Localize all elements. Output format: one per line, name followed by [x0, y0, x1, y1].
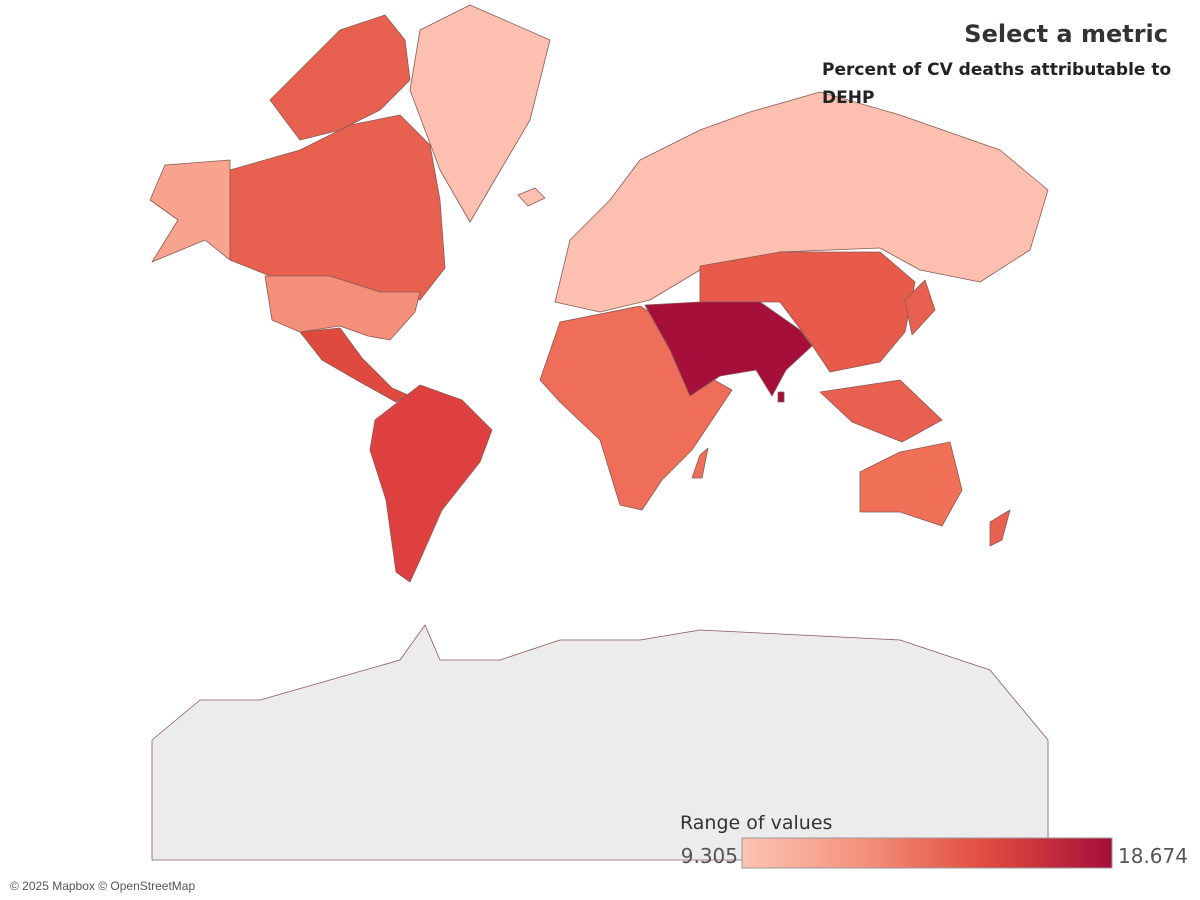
- greenland: [409, 4, 551, 223]
- new-zealand: [989, 509, 1011, 547]
- legend-max: 18.674: [1118, 844, 1188, 868]
- iceland: [517, 187, 546, 207]
- australia: [859, 441, 963, 527]
- middle-east-south-asia: [644, 301, 813, 397]
- legend-title: Range of values: [680, 812, 833, 834]
- canada: [229, 114, 446, 301]
- antarctica: [151, 624, 1049, 861]
- countries: [149, 4, 1049, 861]
- alaska: [149, 159, 231, 263]
- sri-lanka: [777, 391, 785, 403]
- central-america: [299, 327, 409, 403]
- legend-gradient: [741, 837, 1113, 869]
- madagascar: [691, 447, 709, 479]
- metric-selector[interactable]: Percent of CV deaths attributable to DEH…: [822, 60, 1172, 108]
- metric-selector-title: Select a metric: [964, 20, 1168, 48]
- legend-min: 9.305: [680, 844, 738, 868]
- attribution: © 2025 Mapbox © OpenStreetMap: [10, 879, 196, 893]
- usa: [264, 275, 421, 341]
- canada-islands: [269, 14, 411, 141]
- japan: [904, 279, 936, 336]
- southeast-asia: [819, 379, 943, 443]
- south-america: [369, 384, 493, 583]
